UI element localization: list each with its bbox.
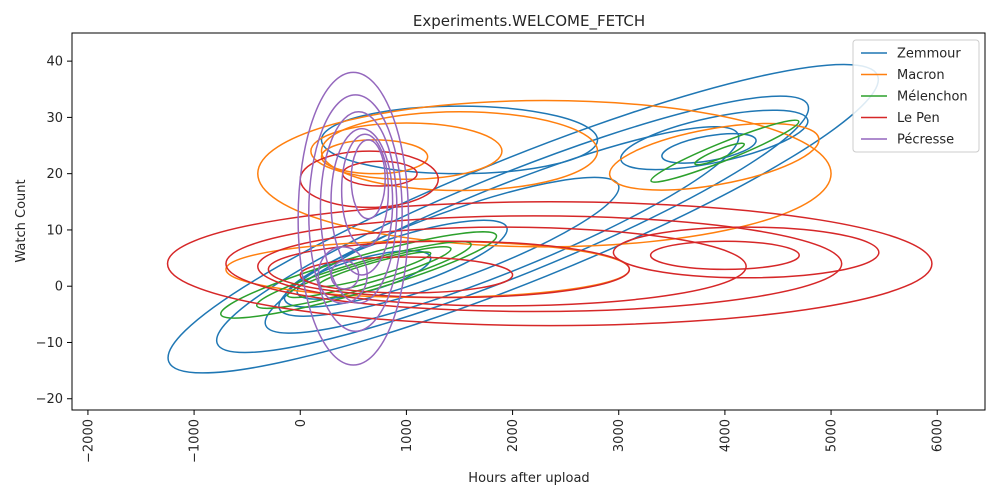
y-tick-label: −20	[36, 392, 63, 407]
legend-box	[852, 39, 980, 153]
contour-zemmour-3	[278, 176, 620, 317]
x-tick-label: −2000	[81, 419, 96, 463]
contour-p-cresse-4	[340, 133, 390, 248]
x-tick-label: 5000	[825, 419, 840, 452]
contour-m-lenchon-5	[694, 142, 746, 166]
plot-frame	[71, 32, 986, 411]
contour-le-pen-0	[166, 201, 933, 327]
contour-zemmour-1	[215, 95, 810, 354]
y-tick-label: 40	[46, 55, 63, 70]
contour-m-lenchon-0	[220, 231, 498, 319]
x-tick-label: 4000	[718, 419, 733, 452]
contour-le-pen-1	[225, 215, 843, 313]
y-tick-label: 0	[55, 280, 63, 295]
legend-label: Pécresse	[897, 133, 954, 148]
x-axis: −2000 −1000 0 1000 2000 3000 4000 5000 6000	[81, 410, 946, 463]
contour-layer	[166, 63, 933, 374]
contour-macron-4	[225, 240, 631, 299]
legend-label: Zemmour	[897, 47, 961, 62]
y-axis: −20 −10 0 10 20 30 40	[36, 55, 72, 407]
chart-title: Experiments.WELCOME_FETCH	[413, 12, 645, 31]
legend: Zemmour Macron Mélenchon Le Pen Pécresse	[852, 39, 980, 153]
y-tick-label: 20	[46, 167, 63, 182]
y-tick-label: −10	[36, 336, 63, 351]
legend-label: Macron	[897, 68, 945, 83]
contour-m-lenchon-1	[255, 240, 472, 310]
y-tick-label: 10	[46, 223, 63, 238]
contour-p-cresse-7	[330, 260, 360, 290]
contour-zemmour-2	[264, 126, 740, 334]
contour-p-cresse-1	[307, 94, 403, 332]
contour-p-cresse-5	[350, 139, 386, 220]
contour-le-pen-5	[612, 226, 880, 279]
contour-p-cresse-6	[317, 246, 368, 304]
x-tick-label: 6000	[931, 419, 946, 452]
contour-le-pen-2	[257, 226, 747, 307]
contour-p-cresse-2	[319, 111, 398, 304]
contour-le-pen-6	[649, 240, 800, 271]
x-axis-label: Hours after upload	[468, 471, 589, 486]
contour-macron-5	[608, 122, 820, 191]
contour-m-lenchon-2	[286, 246, 452, 299]
x-tick-label: 0	[294, 419, 309, 427]
y-tick-label: 30	[46, 111, 63, 126]
y-axis-label: Watch Count	[14, 179, 29, 262]
contour-p-cresse-3	[330, 127, 394, 276]
x-tick-label: 2000	[506, 419, 521, 452]
legend-label: Mélenchon	[897, 90, 968, 105]
contour-le-pen-3	[267, 240, 631, 299]
x-tick-label: 1000	[400, 419, 415, 452]
contour-zemmour-0	[167, 63, 880, 374]
x-tick-label: 3000	[612, 419, 627, 452]
contour-p-cresse-0	[297, 71, 410, 366]
legend-label: Le Pen	[897, 111, 940, 126]
contour-m-lenchon-4	[650, 119, 800, 183]
contour-zemmour-8	[661, 132, 757, 164]
contour-macron-1	[320, 111, 599, 192]
contour-macron-0	[257, 99, 832, 248]
contour-zemmour-6	[320, 105, 599, 175]
x-tick-label: −1000	[188, 419, 203, 463]
